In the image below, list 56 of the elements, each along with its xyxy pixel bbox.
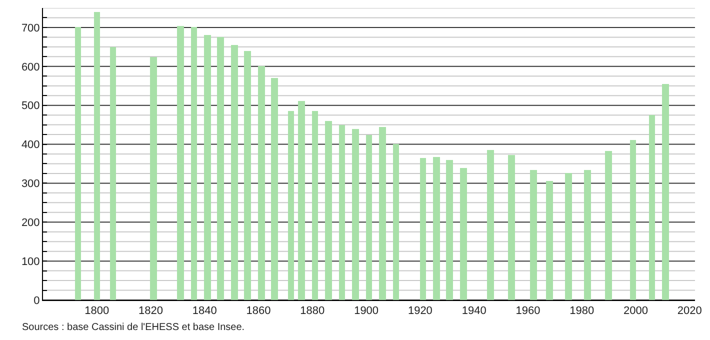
bar [649, 115, 655, 300]
y-tick-label: 600 [21, 61, 40, 74]
x-tick-label: 1840 [192, 305, 217, 318]
bar [312, 111, 318, 300]
y-tick-label: 100 [21, 256, 40, 268]
bar [94, 12, 100, 300]
y-tick-label: 500 [21, 100, 40, 112]
bar [630, 140, 636, 300]
bar [75, 27, 81, 300]
y-tick-label: 0 [34, 294, 40, 307]
x-tick-label: 1960 [516, 305, 540, 318]
x-tick-label: 1900 [354, 305, 379, 318]
bar [110, 47, 116, 300]
y-tick-label: 700 [21, 22, 40, 34]
y-tick-label: 400 [21, 139, 40, 152]
bar [298, 101, 305, 300]
source-note: Sources : base Cassini de l'EHESS et base Insee. [22, 322, 245, 333]
bar [433, 157, 440, 300]
bar [217, 37, 224, 300]
bar [420, 158, 426, 300]
bar [204, 35, 211, 300]
x-tick-label: 2020 [677, 305, 702, 318]
bar [446, 160, 453, 300]
x-tick-label: 1820 [138, 305, 164, 318]
bar [565, 173, 572, 300]
bar [487, 150, 494, 300]
bar [379, 127, 386, 300]
bar [150, 57, 157, 300]
bar [352, 129, 359, 300]
bar [258, 66, 265, 300]
bar [584, 170, 591, 300]
bar [460, 168, 467, 300]
y-tick-label: 200 [21, 216, 40, 229]
bar [546, 181, 553, 300]
bar [339, 125, 345, 300]
bar [393, 144, 399, 300]
x-tick-label: 2000 [623, 305, 648, 318]
y-tick-label: 300 [21, 178, 40, 190]
bar [244, 51, 251, 300]
bar [366, 135, 372, 300]
x-tick-label: 1940 [462, 305, 486, 318]
bar [605, 151, 612, 300]
bar [508, 155, 515, 300]
bar [191, 27, 197, 300]
x-tick-label: 1860 [246, 305, 271, 318]
bar [662, 84, 669, 300]
x-tick-label: 1880 [300, 305, 325, 318]
bar [271, 78, 278, 300]
bar [530, 170, 537, 300]
bar [231, 45, 238, 300]
x-tick-label: 1980 [570, 305, 594, 318]
bar [177, 26, 184, 300]
x-tick-label: 1920 [408, 305, 432, 318]
bar [288, 111, 294, 300]
bar [325, 121, 332, 300]
x-tick-label: 1800 [84, 305, 110, 318]
